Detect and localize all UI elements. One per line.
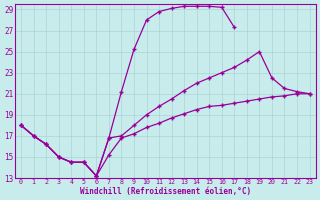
X-axis label: Windchill (Refroidissement éolien,°C): Windchill (Refroidissement éolien,°C) [80, 187, 251, 196]
